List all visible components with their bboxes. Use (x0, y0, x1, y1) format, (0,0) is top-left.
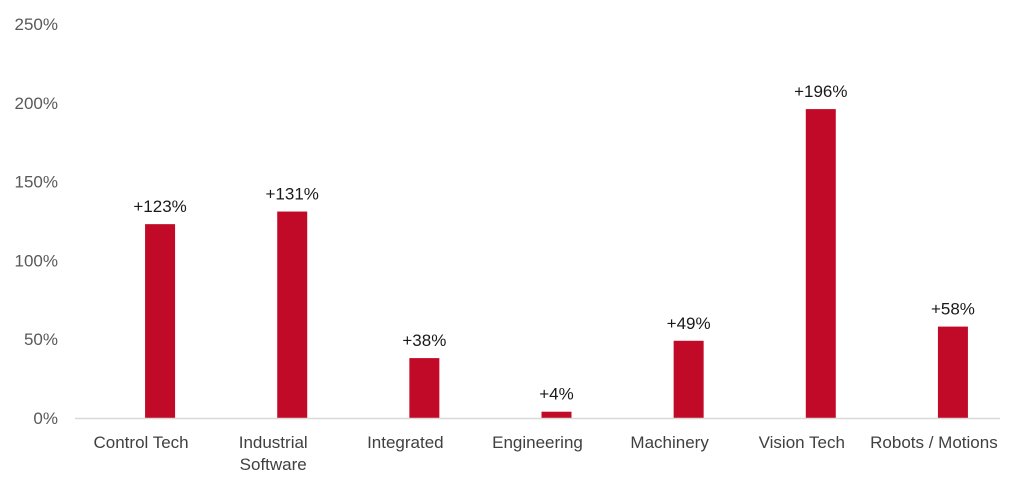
y-tick-label: 150% (15, 173, 58, 192)
data-label: +58% (931, 300, 975, 319)
bar (409, 358, 440, 418)
data-label: +123% (133, 197, 186, 216)
x-category-label: Vision Tech (759, 433, 845, 452)
x-category-label: Integrated (367, 433, 444, 452)
y-tick-label: 200% (15, 94, 58, 113)
data-label: +49% (667, 314, 711, 333)
y-tick-label: 0% (33, 409, 58, 428)
bar (673, 340, 704, 418)
y-tick-label: 50% (24, 330, 58, 349)
y-tick-label: 100% (15, 251, 58, 270)
bar (277, 211, 308, 418)
x-category-label: Robots / Motions (870, 433, 998, 452)
data-label: +38% (402, 331, 446, 350)
x-category-label: Industrial (239, 433, 308, 452)
x-category-label: Engineering (492, 433, 583, 452)
x-category-label: Machinery (630, 433, 709, 452)
x-category-label: Control Tech (94, 433, 189, 452)
bar (805, 109, 836, 418)
bar (541, 411, 572, 418)
x-category-label: Software (240, 455, 307, 474)
data-label: +131% (266, 185, 319, 204)
data-label: +196% (794, 82, 847, 101)
y-tick-label: 250% (15, 15, 58, 34)
data-label: +4% (539, 385, 574, 404)
bar (145, 224, 176, 418)
bar (937, 326, 968, 418)
